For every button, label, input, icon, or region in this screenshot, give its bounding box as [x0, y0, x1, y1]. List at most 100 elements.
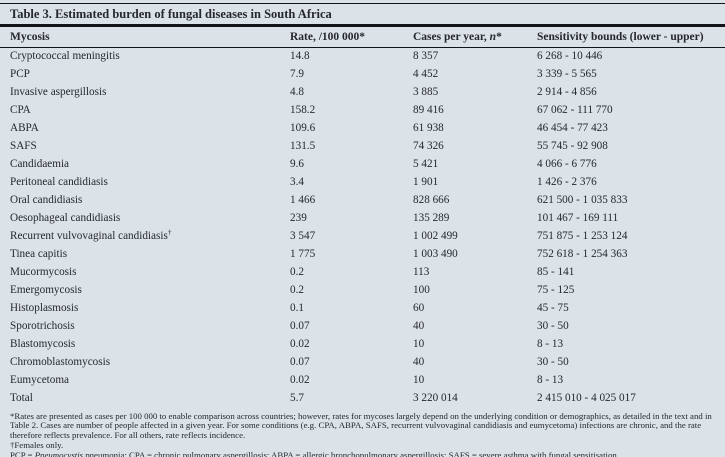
cases-cell: 1 901 [413, 176, 439, 189]
bounds-cell: 30 - 50 [537, 320, 569, 333]
mycosis-cell: Invasive aspergillosis [10, 86, 107, 99]
cases-cell: 40 [413, 356, 425, 369]
footnote: PCP = Pneumocystis pneumonia; CPA = chro… [10, 449, 715, 457]
rate-cell: 0.1 [290, 302, 304, 315]
mycosis-cell: Oral candidiasis [10, 194, 83, 207]
bounds-cell: 67 062 - 111 770 [537, 104, 613, 117]
bounds-cell: 101 467 - 169 111 [537, 212, 619, 225]
bounds-cell: 1 426 - 2 376 [537, 176, 597, 189]
rate-cell: 109.6 [290, 122, 316, 135]
table-row: Candidaemia 9.6 5 421 4 066 - 6 776 [0, 156, 725, 174]
rate-cell: 4.8 [290, 86, 304, 99]
col-header-cases-n-italic: n [489, 31, 497, 43]
cases-cell: 74 326 [413, 140, 444, 153]
mycosis-cell: Peritoneal candidiasis [10, 176, 108, 189]
rate-cell: 158.2 [290, 104, 316, 117]
table-row: SAFS 131.5 74 326 55 745 - 92 908 [0, 138, 725, 156]
cases-cell: 61 938 [413, 122, 444, 135]
table-row: Sporotrichosis 0.07 40 30 - 50 [0, 318, 725, 336]
cases-cell: 89 416 [413, 104, 444, 117]
cases-cell: 5 421 [413, 158, 439, 171]
footnote-text: †Females only. [10, 440, 64, 451]
bounds-cell: 75 - 125 [537, 284, 575, 297]
bounds-cell: 2 914 - 4 856 [537, 86, 597, 99]
col-header-cases: Cases per year, n* [413, 27, 537, 48]
rate-cell: 131.5 [290, 140, 316, 153]
mycosis-cell: CPA [10, 104, 31, 117]
cases-cell: 3 885 [413, 86, 439, 99]
rate-cell: 3 547 [290, 230, 316, 243]
mycosis-cell: Blastomycosis [10, 338, 76, 351]
rate-cell: 0.02 [290, 374, 310, 387]
table-row: Emergomycosis 0.2 100 75 - 125 [0, 282, 725, 300]
footnote: †Females only. [10, 440, 715, 451]
rate-cell: 3.4 [290, 176, 304, 189]
rate-cell: 0.07 [290, 356, 310, 369]
bounds-cell: 46 454 - 77 423 [537, 122, 608, 135]
table-row: Peritoneal candidiasis 3.4 1 901 1 426 - 2 … [0, 174, 725, 192]
table-row: PCP 7.9 4 452 3 339 - 5 565 [0, 66, 725, 84]
table-row: Cryptococcal meningitis 14.8 8 357 6 268 - … [0, 48, 725, 66]
cases-cell: 1 003 490 [413, 248, 458, 261]
rate-cell: 0.2 [290, 284, 304, 297]
cases-cell: 40 [413, 320, 425, 333]
mycosis-cell: Candidaemia [10, 158, 70, 171]
cases-cell: 1 002 499 [413, 230, 458, 243]
table-title: Table 3. Estimated burden of fungal dise… [0, 3, 725, 27]
bounds-cell: 55 745 - 92 908 [537, 140, 608, 153]
rate-cell: 0.02 [290, 338, 310, 351]
col-header-rate: Rate, /100 000* [290, 27, 413, 48]
cases-cell: 10 [413, 338, 425, 351]
rate-cell: 0.07 [290, 320, 310, 333]
mycosis-cell: Mucormycosis [10, 266, 77, 279]
mycosis-cell: Sporotrichosis [10, 320, 75, 333]
table-row: Recurrent vulvovaginal candidiasis† 3 547… [0, 228, 725, 246]
mycosis-cell: ABPA [10, 122, 39, 135]
table-row: Mucormycosis 0.2 113 85 - 141 [0, 264, 725, 282]
mycosis-cell: Recurrent vulvovaginal candidiasis† [10, 227, 172, 243]
bounds-cell: 30 - 50 [537, 356, 569, 369]
bounds-cell: 8 - 13 [537, 374, 564, 387]
table-row: Oesophageal candidiasis 239 135 289 101 467… [0, 210, 725, 228]
table-row: Oral candidiasis 1 466 828 666 621 500 - 1 … [0, 192, 725, 210]
rate-cell: 14.8 [290, 50, 310, 63]
footnote-text: pneumonia; CPA = chronic pulmonary asper… [83, 449, 619, 457]
mycosis-cell: Eumycetoma [10, 374, 70, 387]
cases-cell: 10 [413, 374, 425, 387]
table-row: Tinea capitis 1 775 1 003 490 752 618 - 1 2… [0, 246, 725, 264]
table-row: Histoplasmosis 0.1 60 45 - 75 [0, 300, 725, 318]
mycosis-cell: Cryptococcal meningitis [10, 50, 120, 63]
footnote-italic-text: Pneumocystis [34, 449, 84, 457]
cases-cell: 100 [413, 284, 430, 297]
burden-table: Mycosis Rate, /100 000* Cases per year, … [0, 27, 725, 408]
mycosis-cell: SAFS [10, 140, 37, 153]
bounds-cell: 8 - 13 [537, 338, 564, 351]
col-header-sensitivity-bounds: Sensitivity bounds (lower - upper) [537, 27, 725, 48]
rate-cell: 0.2 [290, 266, 304, 279]
col-header-cases-prefix: Cases per year, [413, 31, 490, 43]
cases-cell: 60 [413, 302, 425, 315]
bounds-cell: 751 875 - 1 253 124 [537, 230, 628, 243]
cases-cell: 828 666 [413, 194, 450, 207]
rate-cell: 7.9 [290, 68, 304, 81]
cases-cell: 3 220 014 [413, 392, 458, 405]
rate-cell: 1 466 [290, 194, 316, 207]
table-row: Invasive aspergillosis 4.8 3 885 2 914 - 4 … [0, 84, 725, 102]
col-header-mycosis: Mycosis [0, 27, 290, 48]
bounds-cell: 3 339 - 5 565 [537, 68, 597, 81]
mycosis-cell: Chromoblastomycosis [10, 356, 111, 369]
footnote: *Rates are presented as cases per 100 00… [10, 411, 715, 441]
mycosis-cell: Histoplasmosis [10, 302, 79, 315]
bounds-cell: 6 268 - 10 446 [537, 50, 603, 63]
rate-cell: 9.6 [290, 158, 304, 171]
bounds-cell: 85 - 141 [537, 266, 575, 279]
table-body: Cryptococcal meningitis 14.8 8 357 6 268 - … [0, 48, 725, 408]
footnote-text: PCP = [10, 449, 35, 457]
cases-cell: 8 357 [413, 50, 439, 63]
cases-cell: 135 289 [413, 212, 450, 225]
footnotes: *Rates are presented as cases per 100 00… [0, 411, 725, 457]
rate-cell: 239 [290, 212, 307, 225]
mycosis-cell: Tinea capitis [10, 248, 68, 261]
bounds-cell: 4 066 - 6 776 [537, 158, 597, 171]
